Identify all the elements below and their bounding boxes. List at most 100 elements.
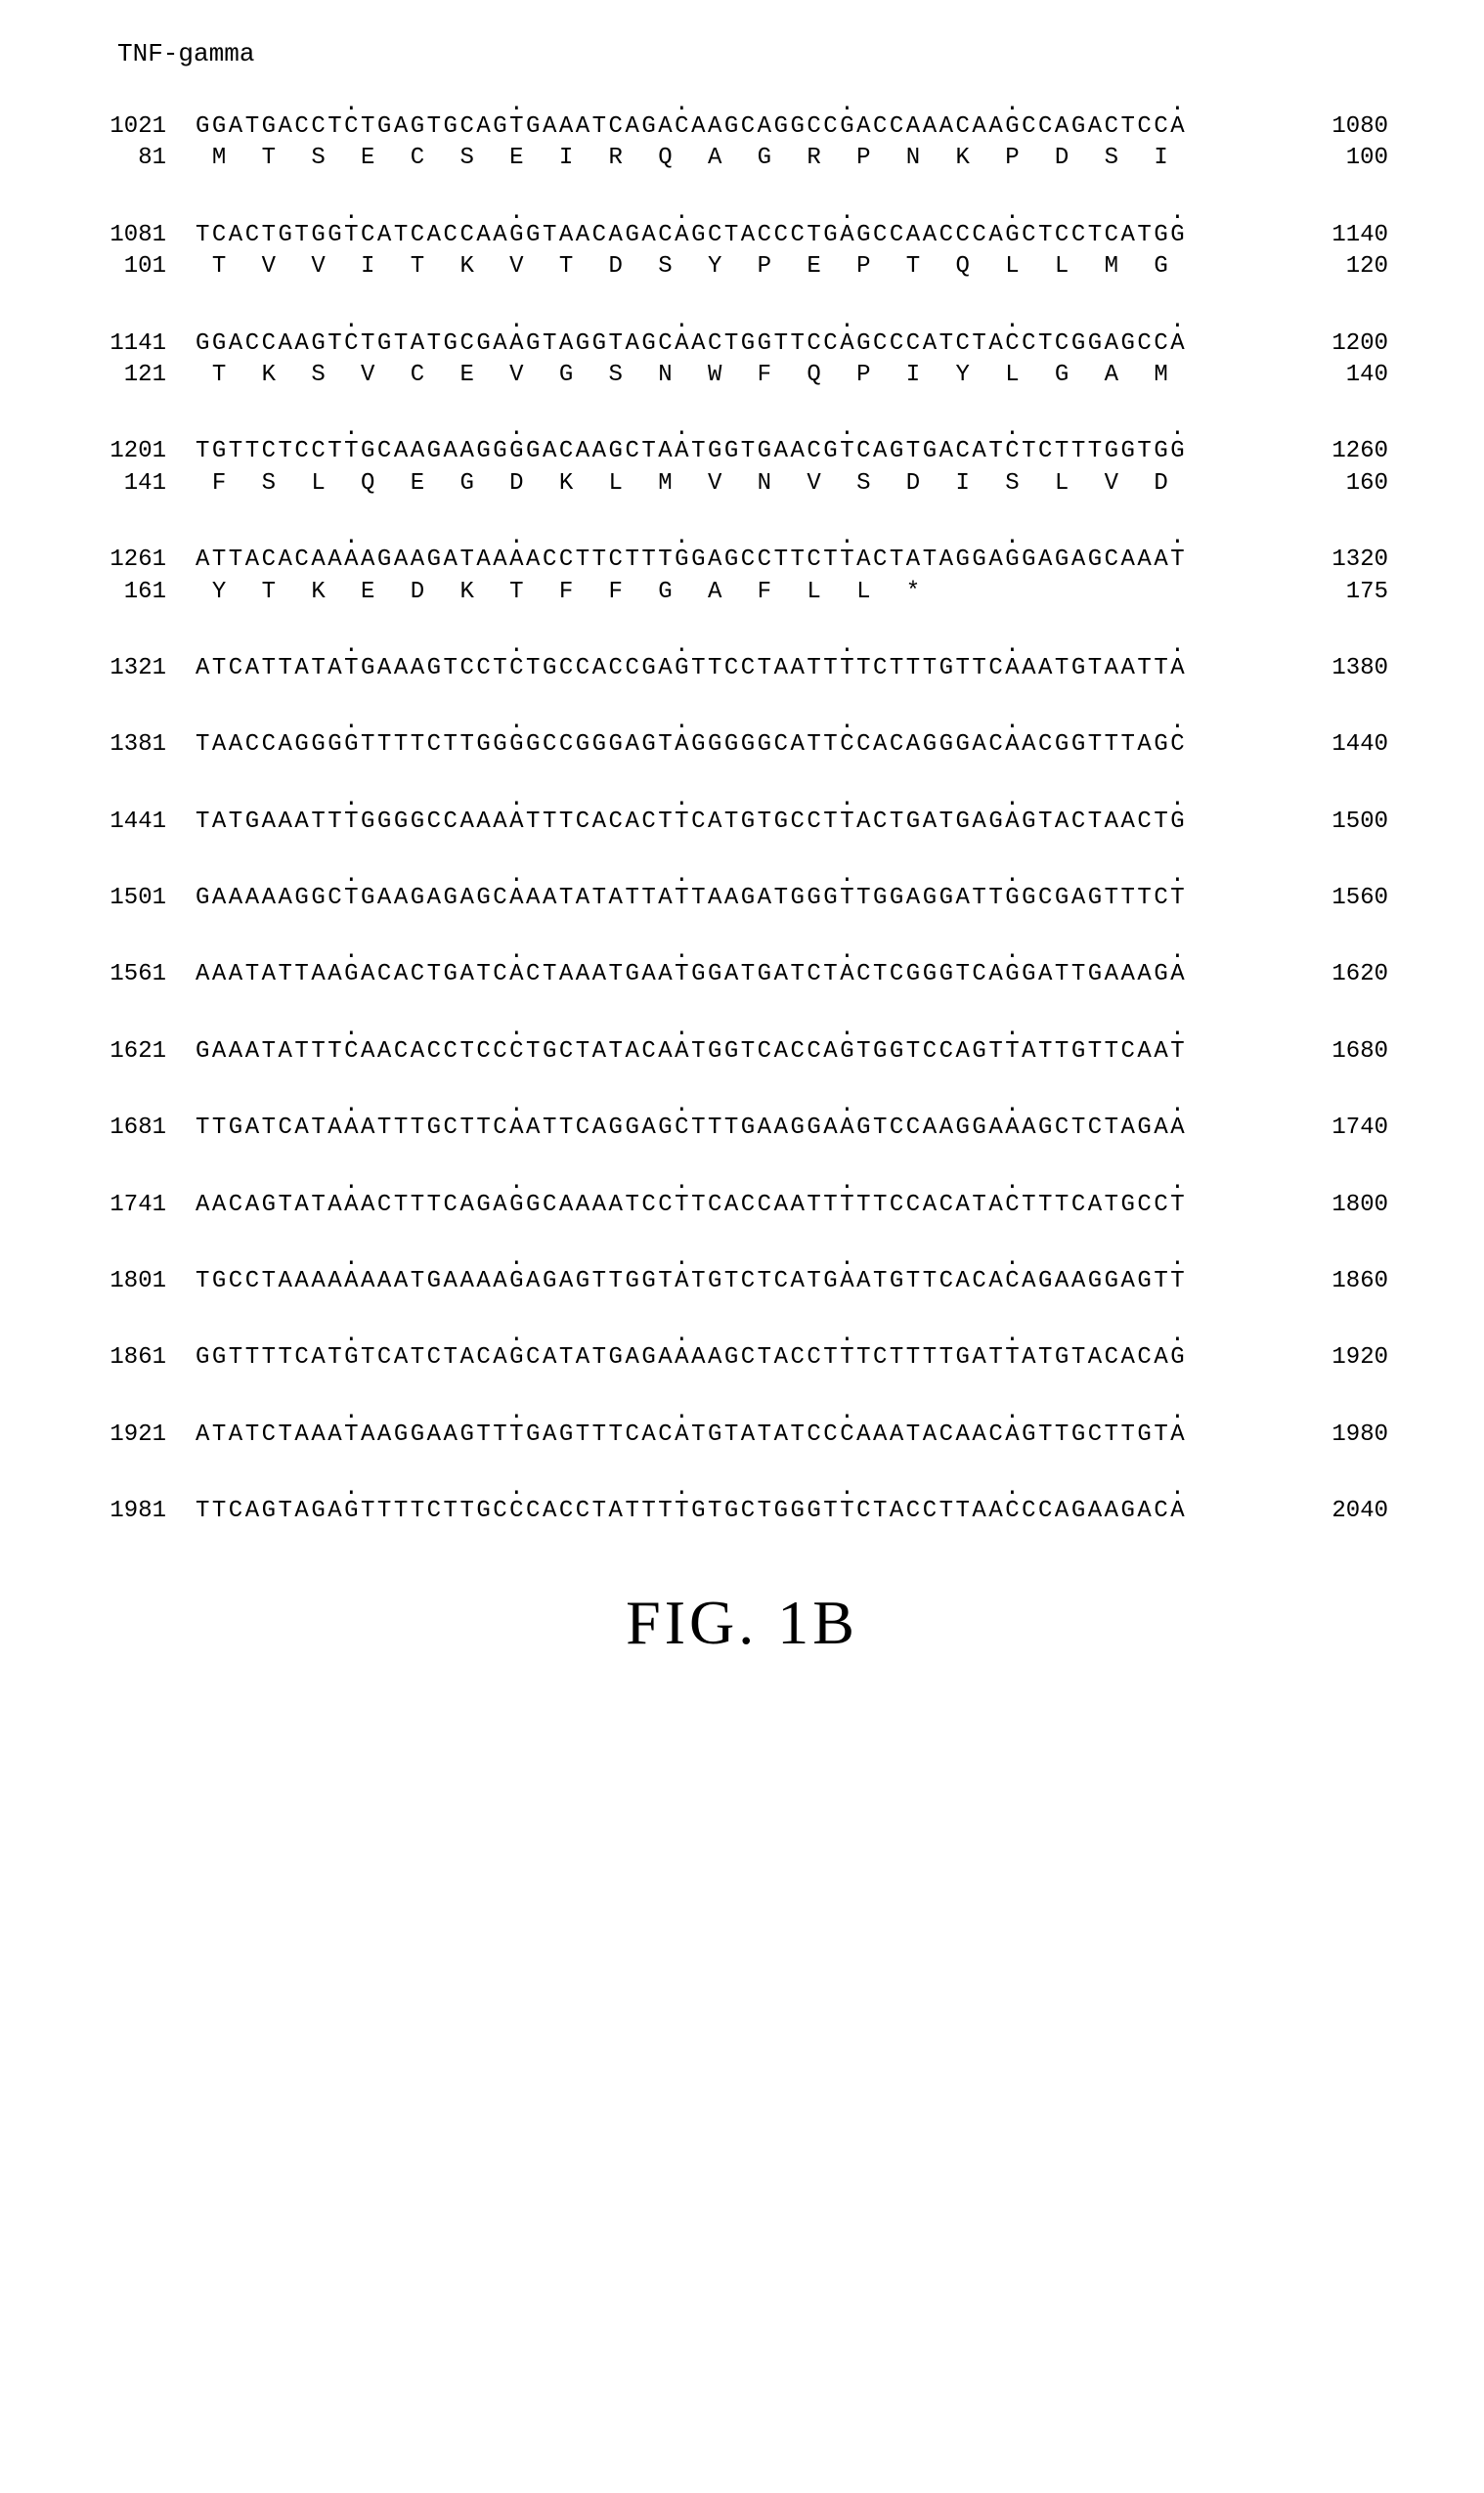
nucleotide-sequence: TCACTGTGGTCATCACCAAGGTAACAGACAGCTACCCTGA… <box>196 220 1251 251</box>
tick-row: . . . . . . <box>59 793 1425 807</box>
nt-start-number: 1321 <box>59 653 196 684</box>
nt-start-number: 1561 <box>59 959 196 990</box>
nt-start-number: 1681 <box>59 1113 196 1144</box>
nt-end-number: 1860 <box>1251 1266 1388 1297</box>
nt-end-number: 1200 <box>1251 328 1388 360</box>
amino-acid-sequence: T V V I T K V T D S Y P E P T Q L L M G <box>196 251 1251 283</box>
amino-acid-sequence: M T S E C S E I R Q A G R P N K P D S I <box>196 143 1251 174</box>
sequence-block: . . . . . .1981TTCAGTAGAGTTTTCTTGCCCACCT… <box>59 1482 1425 1527</box>
nucleotide-sequence: ATATCTAAATAAGGAAGTTTGAGTTTCACATGTATATCCC… <box>196 1420 1251 1451</box>
nucleotide-row: 1441TATGAAATTTGGGGCCAAAATTTCACACTTCATGTG… <box>59 807 1425 838</box>
tick-marks: . . . . . . <box>196 1329 1251 1342</box>
tick-row: . . . . . . <box>59 1482 1425 1496</box>
amino-acid-row: 161 Y T K E D K T F F G A F L L * 175 <box>59 577 1425 608</box>
aa-end-number: 140 <box>1251 360 1388 391</box>
nt-end-number: 1800 <box>1251 1190 1388 1221</box>
nucleotide-row: 1861GGTTTTCATGTCATCTACAGCATATGAGAAAAGCTA… <box>59 1342 1425 1374</box>
nt-start-number: 1741 <box>59 1190 196 1221</box>
nucleotide-row: 1261ATTACACAAAAGAAGATAAAACCTTCTTTGGAGCCT… <box>59 545 1425 576</box>
tick-row: . . . . . . <box>59 531 1425 545</box>
nucleotide-row: 1021GGATGACCTCTGAGTGCAGTGAAATCAGACAAGCAG… <box>59 111 1425 143</box>
tick-marks: . . . . . . <box>196 531 1251 545</box>
nt-end-number: 1740 <box>1251 1113 1388 1144</box>
nt-start-number: 1801 <box>59 1266 196 1297</box>
sequence-block: . . . . . .1321ATCATTATATGAAAGTCCTCTGCCA… <box>59 639 1425 684</box>
tick-row: . . . . . . <box>59 1023 1425 1036</box>
nt-start-number: 1981 <box>59 1496 196 1527</box>
tick-row: . . . . . . <box>59 716 1425 729</box>
nt-start-number: 1861 <box>59 1342 196 1374</box>
nt-end-number: 1320 <box>1251 545 1388 576</box>
amino-acid-row: 121 T K S V C E V G S N W F Q P I Y L G … <box>59 360 1425 391</box>
nucleotide-sequence: TAACCAGGGGTTTTCTTGGGGCCGGGAGTAGGGGGCATTC… <box>196 729 1251 761</box>
nt-end-number: 1500 <box>1251 807 1388 838</box>
tick-row: . . . . . . <box>59 1252 1425 1266</box>
sequence-block: . . . . . .1441TATGAAATTTGGGGCCAAAATTTCA… <box>59 793 1425 838</box>
sequence-block: . . . . . .1381TAACCAGGGGTTTTCTTGGGGCCGG… <box>59 716 1425 761</box>
nucleotide-sequence: TTGATCATAAATTTGCTTCAATTCAGGAGCTTTGAAGGAA… <box>196 1113 1251 1144</box>
nt-start-number: 1201 <box>59 436 196 467</box>
nucleotide-row: 1921ATATCTAAATAAGGAAGTTTGAGTTTCACATGTATA… <box>59 1420 1425 1451</box>
nt-start-number: 1921 <box>59 1420 196 1451</box>
nucleotide-row: 1561AAATATTAAGACACTGATCACTAAATGAATGGATGA… <box>59 959 1425 990</box>
nt-end-number: 1440 <box>1251 729 1388 761</box>
nucleotide-row: 1741AACAGTATAAACTTTCAGAGGCAAAATCCTTCACCA… <box>59 1190 1425 1221</box>
nucleotide-row: 1321ATCATTATATGAAAGTCCTCTGCCACCGAGTTCCTA… <box>59 653 1425 684</box>
tick-marks: . . . . . . <box>196 1023 1251 1036</box>
sequence-block: . . . . . .1081TCACTGTGGTCATCACCAAGGTAAC… <box>59 206 1425 284</box>
nt-end-number: 1980 <box>1251 1420 1388 1451</box>
amino-acid-row: 101 T V V I T K V T D S Y P E P T Q L L … <box>59 251 1425 283</box>
nucleotide-row: 1501GAAAAAGGCTGAAGAGAGCAAATATATTATTAAGAT… <box>59 883 1425 914</box>
nt-end-number: 1920 <box>1251 1342 1388 1374</box>
nt-start-number: 1261 <box>59 545 196 576</box>
nucleotide-sequence: GGATGACCTCTGAGTGCAGTGAAATCAGACAAGCAGGCCG… <box>196 111 1251 143</box>
nt-end-number: 1560 <box>1251 883 1388 914</box>
nucleotide-sequence: ATTACACAAAAGAAGATAAAACCTTCTTTGGAGCCTTCTT… <box>196 545 1251 576</box>
nucleotide-sequence: GAAAAAGGCTGAAGAGAGCAAATATATTATTAAGATGGGT… <box>196 883 1251 914</box>
nt-end-number: 1620 <box>1251 959 1388 990</box>
nt-end-number: 1680 <box>1251 1036 1388 1068</box>
nucleotide-row: 1081TCACTGTGGTCATCACCAAGGTAACAGACAGCTACC… <box>59 220 1425 251</box>
tick-marks: . . . . . . <box>196 639 1251 653</box>
tick-row: . . . . . . <box>59 869 1425 883</box>
sequence-block: . . . . . .1801TGCCTAAAAAAAATGAAAAGAGAGT… <box>59 1252 1425 1297</box>
sequence-block: . . . . . .1621GAAATATTTCAACACCTCCCTGCTA… <box>59 1023 1425 1068</box>
amino-acid-sequence: F S L Q E G D K L M V N V S D I S L V D <box>196 468 1251 500</box>
nucleotide-row: 1621GAAATATTTCAACACCTCCCTGCTATACAATGGTCA… <box>59 1036 1425 1068</box>
nucleotide-sequence: TTCAGTAGAGTTTTCTTGCCCACCTATTTTGTGCTGGGTT… <box>196 1496 1251 1527</box>
tick-marks: . . . . . . <box>196 869 1251 883</box>
amino-acid-sequence: Y T K E D K T F F G A F L L * <box>196 577 1251 608</box>
tick-row: . . . . . . <box>59 1406 1425 1420</box>
tick-row: . . . . . . <box>59 98 1425 111</box>
nt-start-number: 1441 <box>59 807 196 838</box>
tick-row: . . . . . . <box>59 639 1425 653</box>
nt-start-number: 1501 <box>59 883 196 914</box>
sequence-block: . . . . . .1141GGACCAAGTCTGTATGCGAAGTAGG… <box>59 315 1425 392</box>
tick-marks: . . . . . . <box>196 945 1251 959</box>
nucleotide-row: 1141GGACCAAGTCTGTATGCGAAGTAGGTAGCAACTGGT… <box>59 328 1425 360</box>
tick-marks: . . . . . . <box>196 1252 1251 1266</box>
aa-end-number: 120 <box>1251 251 1388 283</box>
nucleotide-row: 1381TAACCAGGGGTTTTCTTGGGGCCGGGAGTAGGGGGC… <box>59 729 1425 761</box>
amino-acid-sequence: T K S V C E V G S N W F Q P I Y L G A M <box>196 360 1251 391</box>
tick-marks: . . . . . . <box>196 793 1251 807</box>
nucleotide-sequence: TGTTCTCCTTGCAAGAAGGGGACAAGCTAATGGTGAACGT… <box>196 436 1251 467</box>
nt-end-number: 1260 <box>1251 436 1388 467</box>
aa-start-number: 101 <box>59 251 196 283</box>
sequence-block: . . . . . .1201TGTTCTCCTTGCAAGAAGGGGACAA… <box>59 422 1425 500</box>
tick-marks: . . . . . . <box>196 98 1251 111</box>
nt-start-number: 1081 <box>59 220 196 251</box>
tick-marks: . . . . . . <box>196 1176 1251 1190</box>
nucleotide-row: 1801TGCCTAAAAAAAATGAAAAGAGAGTTGGTATGTCTC… <box>59 1266 1425 1297</box>
tick-row: . . . . . . <box>59 1329 1425 1342</box>
nucleotide-row: 1201TGTTCTCCTTGCAAGAAGGGGACAAGCTAATGGTGA… <box>59 436 1425 467</box>
nucleotide-sequence: AAATATTAAGACACTGATCACTAAATGAATGGATGATCTA… <box>196 959 1251 990</box>
sequence-block: . . . . . .1741AACAGTATAAACTTTCAGAGGCAAA… <box>59 1176 1425 1221</box>
aa-end-number: 100 <box>1251 143 1388 174</box>
tick-row: . . . . . . <box>59 1099 1425 1113</box>
nucleotide-sequence: TATGAAATTTGGGGCCAAAATTTCACACTTCATGTGCCTT… <box>196 807 1251 838</box>
nt-start-number: 1021 <box>59 111 196 143</box>
figure-label: FIG. 1B <box>59 1587 1425 1659</box>
tick-marks: . . . . . . <box>196 315 1251 328</box>
amino-acid-row: 81 M T S E C S E I R Q A G R P N K P D S… <box>59 143 1425 174</box>
